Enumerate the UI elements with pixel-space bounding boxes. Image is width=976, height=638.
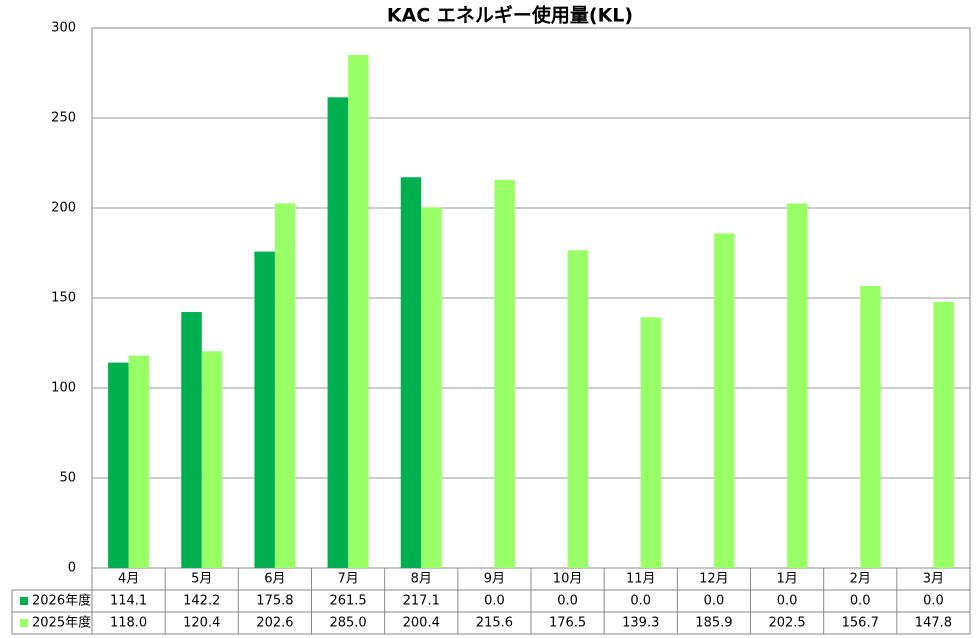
table-value: 0.0 — [704, 594, 725, 609]
table-value: 156.7 — [842, 616, 879, 631]
table-value: 118.0 — [110, 616, 147, 631]
table-value: 176.5 — [549, 616, 586, 631]
bar — [108, 362, 129, 568]
bar — [567, 250, 589, 569]
table-value: 147.8 — [915, 616, 952, 631]
bar — [201, 351, 223, 568]
x-tick-label: 1月 — [776, 572, 797, 587]
bar — [494, 179, 515, 569]
y-tick-label: 250 — [51, 111, 76, 126]
table-value: 261.5 — [329, 594, 366, 609]
table-value: 0.0 — [923, 594, 944, 609]
table-value: 0.0 — [630, 594, 651, 609]
x-tick-label: 10月 — [553, 572, 583, 587]
bar — [860, 285, 881, 568]
bar — [787, 203, 808, 568]
x-tick-label: 8月 — [411, 572, 432, 587]
x-tick-label: 2月 — [850, 572, 871, 587]
bar — [640, 317, 662, 568]
bar — [274, 203, 296, 568]
bar — [933, 301, 954, 568]
x-tick-label: 9月 — [484, 572, 505, 587]
chart-title: KAC エネルギー使用量(KL) — [387, 5, 633, 27]
x-tick-label: 6月 — [264, 572, 285, 587]
bar — [327, 97, 349, 569]
y-tick-label: 50 — [59, 471, 76, 486]
x-tick-label: 5月 — [191, 572, 212, 587]
bar — [128, 355, 150, 568]
legend-label: 2026年度 — [32, 593, 91, 609]
legend-label: 2025年度 — [32, 615, 91, 631]
x-tick-label: 12月 — [699, 572, 729, 587]
table-value: 114.1 — [110, 594, 147, 609]
table-value: 175.8 — [256, 594, 293, 609]
bar — [713, 233, 735, 568]
table-value: 202.5 — [768, 616, 805, 631]
table-value: 142.2 — [183, 594, 220, 609]
bar — [254, 251, 275, 568]
table-value: 285.0 — [329, 616, 366, 631]
y-tick-label: 200 — [51, 201, 76, 216]
x-tick-label: 11月 — [626, 572, 656, 587]
x-tick-label: 3月 — [923, 572, 944, 587]
bar — [421, 207, 442, 568]
table-value: 120.4 — [183, 616, 220, 631]
legend-swatch — [20, 597, 28, 605]
y-tick-label: 300 — [51, 21, 76, 36]
legend-swatch — [20, 619, 28, 627]
table-value: 0.0 — [777, 594, 798, 609]
table-value: 202.6 — [256, 616, 293, 631]
table-value: 185.9 — [695, 616, 732, 631]
table-value: 200.4 — [403, 616, 440, 631]
table-value: 217.1 — [403, 594, 440, 609]
table-value: 0.0 — [850, 594, 871, 609]
table-value: 215.6 — [476, 616, 513, 631]
bar — [181, 312, 202, 568]
y-tick-label: 0 — [68, 561, 76, 576]
table-value: 0.0 — [484, 594, 505, 609]
x-tick-label: 7月 — [337, 572, 358, 587]
y-tick-label: 100 — [51, 381, 76, 396]
y-tick-label: 150 — [51, 291, 76, 306]
table-value: 0.0 — [557, 594, 578, 609]
bar — [400, 177, 422, 568]
bar — [348, 55, 369, 568]
table-value: 139.3 — [622, 616, 659, 631]
x-tick-label: 4月 — [118, 572, 139, 587]
